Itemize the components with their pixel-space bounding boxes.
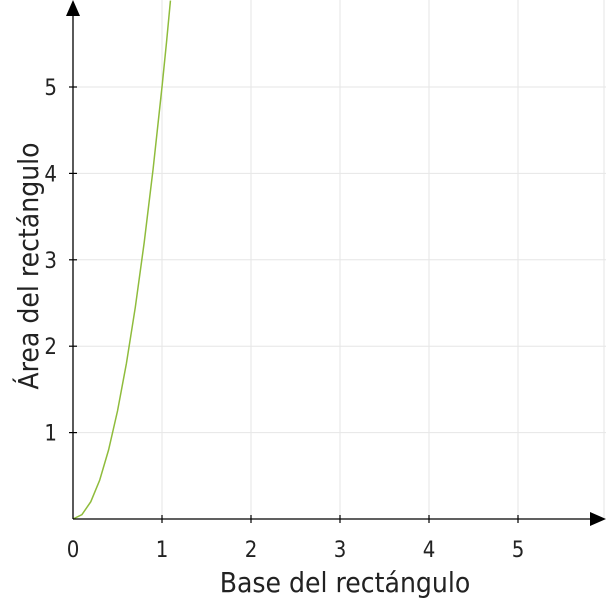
y-axis-title: Área del rectángulo [11,142,45,389]
y-tick-label: 2 [44,335,57,360]
y-tick-label: 1 [44,422,57,447]
series-layer [72,0,172,520]
ticks: 0 1 2 3 4 5 1 2 3 4 5 [44,76,524,563]
x-tick-label: 5 [512,538,525,563]
axes [66,0,606,526]
x-axis-title: Base del rectángulo [220,566,471,599]
x-tick-label: 4 [423,538,436,563]
y-tick-label: 4 [44,162,57,187]
y-axis-arrow-icon [66,0,80,16]
x-axis-arrow-icon [590,512,606,526]
x-tick-label: 2 [245,538,258,563]
y-tick-label: 5 [44,76,57,101]
x-tick-label: 1 [156,538,169,563]
x-tick-label: 3 [334,538,347,563]
grid [73,0,606,519]
series-line [72,0,172,520]
x-tick-label: 0 [67,538,80,563]
y-tick-label: 3 [44,249,57,274]
